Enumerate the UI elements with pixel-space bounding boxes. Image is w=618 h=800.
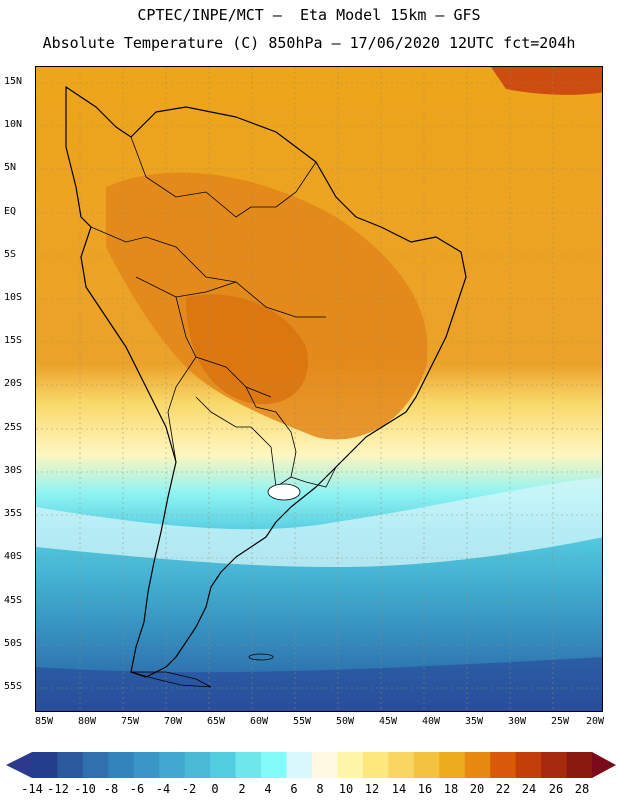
colorbar-label: 2	[238, 782, 246, 796]
colorbar-label: 4	[264, 782, 272, 796]
color-scale-under-arrow	[6, 752, 32, 778]
lat-label-55s: 55S	[4, 681, 23, 692]
lat-label-25s: 25S	[4, 422, 23, 433]
lon-label-35w: 35W	[464, 716, 484, 727]
lat-label-20s: 20S	[4, 378, 23, 389]
lon-label-40w: 40W	[421, 716, 441, 727]
cool-band-region	[36, 477, 602, 567]
color-scale-cell	[464, 752, 491, 778]
colorbar-label: 20	[469, 782, 485, 796]
color-scale-cell	[261, 752, 288, 778]
color-scale-cell	[133, 752, 160, 778]
colorbar-label: -2	[181, 782, 197, 796]
color-scale-cell	[388, 752, 415, 778]
lon-label-80w: 80W	[77, 716, 97, 727]
lat-label-10s: 10S	[4, 292, 23, 303]
color-scale-cell	[439, 752, 466, 778]
colorbar-label: -14	[21, 782, 43, 796]
color-scale-over-arrow	[592, 752, 616, 778]
lat-label-10n: 10N	[4, 119, 23, 130]
colorbar-label: 22	[495, 782, 511, 796]
color-scale-cells	[32, 752, 593, 778]
color-scale-cell	[108, 752, 135, 778]
lat-label-eq: EQ	[4, 206, 17, 217]
colorbar-label: 14	[391, 782, 407, 796]
color-scale-cell	[82, 752, 109, 778]
color-scale-cell	[413, 752, 440, 778]
country-borders	[90, 136, 337, 488]
colorbar-label: 6	[290, 782, 298, 796]
colorbar-label: 10	[338, 782, 354, 796]
lat-label-30s: 30S	[4, 465, 23, 476]
tierra-del-fuego	[130, 671, 212, 688]
colorbar-label: 28	[574, 782, 590, 796]
color-scale-cell	[541, 752, 568, 778]
color-scale-cell	[337, 752, 364, 778]
colorbar-label: -12	[47, 782, 69, 796]
lon-label-65w: 65W	[206, 716, 226, 727]
lat-label-5n: 5N	[4, 162, 17, 173]
warm-northeast-region	[491, 67, 602, 95]
color-scale-cell	[235, 752, 262, 778]
lon-label-50w: 50W	[335, 716, 355, 727]
color-scale-cell	[210, 752, 237, 778]
lon-label-25w: 25W	[550, 716, 570, 727]
color-scale-cell	[57, 752, 84, 778]
lon-label-60w: 60W	[249, 716, 269, 727]
warm-core-region	[106, 172, 428, 440]
colorbar-label: 12	[364, 782, 380, 796]
lon-label-20w: 20W	[585, 716, 605, 727]
lat-label-50s: 50S	[4, 638, 23, 649]
color-scale-cell	[312, 752, 338, 778]
color-scale-bar	[6, 752, 616, 778]
lon-label-55w: 55W	[292, 716, 312, 727]
hot-spot-region	[186, 294, 308, 405]
river-plate-estuary	[267, 483, 301, 501]
temperature-map	[35, 66, 603, 712]
color-scale-cell	[362, 752, 389, 778]
color-scale-cell	[490, 752, 517, 778]
colorbar-label: -4	[155, 782, 171, 796]
lat-label-15n: 15N	[4, 76, 23, 87]
color-scale-cell	[566, 752, 593, 778]
color-scale-cell	[515, 752, 542, 778]
lat-label-5s: 5S	[4, 249, 17, 260]
lon-label-85w: 85W	[34, 716, 54, 727]
colorbar-label: -8	[103, 782, 119, 796]
south-america-coastline	[65, 86, 467, 678]
colorbar-label: 26	[548, 782, 564, 796]
lon-label-70w: 70W	[163, 716, 183, 727]
colorbar-label: -6	[129, 782, 145, 796]
lat-label-40s: 40S	[4, 551, 23, 562]
lon-label-75w: 75W	[120, 716, 140, 727]
falkland-islands	[248, 653, 274, 661]
lon-label-30w: 30W	[507, 716, 527, 727]
colorbar-label: 18	[443, 782, 459, 796]
colorbar-label: 0	[211, 782, 219, 796]
colorbar-label: 16	[417, 782, 433, 796]
map-title: CPTEC/INPE/MCT – Eta Model 15km – GFS	[137, 6, 481, 24]
colorbar-label: -10	[74, 782, 96, 796]
lat-label-15s: 15S	[4, 335, 23, 346]
color-scale-cell	[32, 752, 58, 778]
map-canvas	[36, 67, 602, 711]
lat-label-35s: 35S	[4, 508, 23, 519]
lon-label-45w: 45W	[378, 716, 398, 727]
color-scale-cell	[184, 752, 211, 778]
color-scale-cell	[159, 752, 186, 778]
map-subtitle: Absolute Temperature (C) 850hPa – 17/06/…	[42, 34, 576, 52]
lat-label-45s: 45S	[4, 595, 23, 606]
colorbar-label: 24	[521, 782, 537, 796]
cold-region	[36, 657, 602, 711]
colorbar-label: 8	[316, 782, 324, 796]
color-scale-cell	[286, 752, 313, 778]
